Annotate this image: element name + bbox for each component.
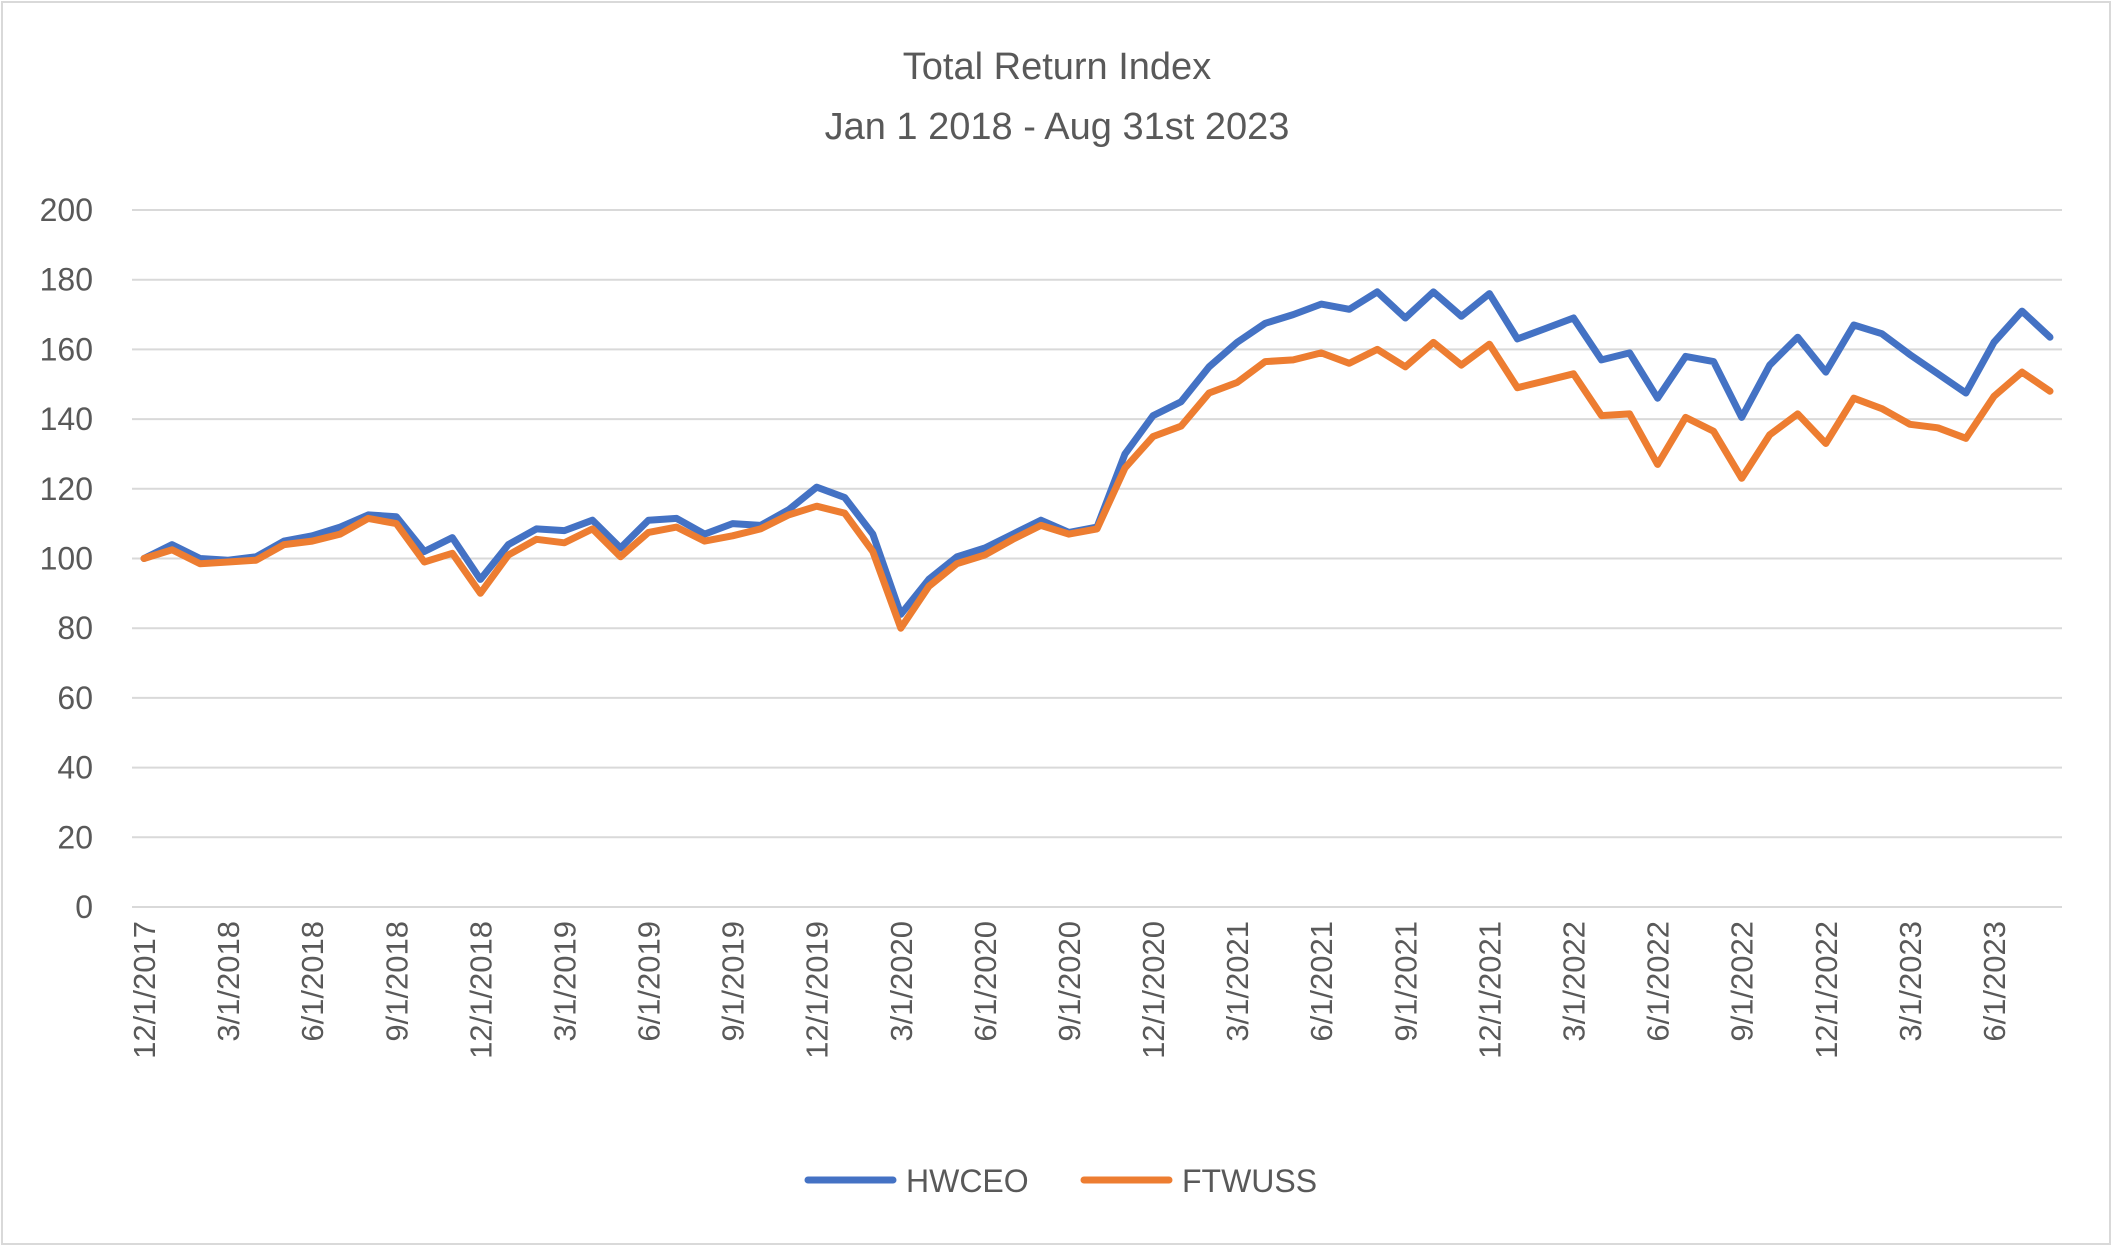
- x-tick-label: 12/1/2017: [127, 921, 162, 1059]
- series-lines: [140, 288, 2054, 632]
- chart-subtitle: Jan 1 2018 - Aug 31st 2023: [825, 106, 1290, 148]
- x-tick-label: 6/1/2022: [1641, 921, 1676, 1042]
- y-tick-label: 20: [57, 819, 93, 855]
- y-axis-tick-labels: 0 20 40 60 80 100 120 140 160 180 200: [40, 192, 93, 925]
- x-tick-label: 3/1/2018: [211, 921, 246, 1042]
- x-tick-label: 3/1/2021: [1220, 921, 1255, 1042]
- x-tick-label: 6/1/2023: [1977, 921, 2012, 1042]
- y-tick-label: 0: [75, 889, 93, 925]
- y-tick-label: 140: [40, 401, 93, 437]
- x-tick-label: 3/1/2020: [884, 921, 919, 1042]
- legend-label-ftwuss: FTWUSS: [1182, 1163, 1317, 1199]
- gridlines: [132, 209, 2062, 908]
- y-tick-label: 120: [40, 471, 93, 507]
- x-tick-label: 6/1/2018: [295, 921, 330, 1042]
- y-tick-label: 40: [57, 750, 93, 786]
- x-tick-label: 6/1/2019: [632, 921, 667, 1042]
- x-tick-label: 12/1/2022: [1809, 921, 1844, 1059]
- x-tick-label: 3/1/2019: [547, 921, 582, 1042]
- x-tick-label: 9/1/2019: [716, 921, 751, 1042]
- x-tick-label: 12/1/2018: [463, 921, 498, 1059]
- x-tick-label: 12/1/2021: [1472, 921, 1507, 1059]
- y-tick-label: 200: [40, 192, 93, 228]
- series-line-ftwuss: [140, 338, 2054, 632]
- x-tick-label: 6/1/2021: [1304, 921, 1339, 1042]
- y-tick-label: 180: [40, 262, 93, 298]
- y-tick-label: 80: [57, 610, 93, 646]
- x-tick-label: 9/1/2018: [379, 921, 414, 1042]
- x-tick-label: 3/1/2023: [1893, 921, 1928, 1042]
- x-tick-label: 9/1/2022: [1725, 921, 1760, 1042]
- x-tick-label: 12/1/2019: [800, 921, 835, 1059]
- x-tick-label: 3/1/2022: [1557, 921, 1592, 1042]
- series-line-hwceo: [140, 288, 2054, 618]
- legend-label-hwceo: HWCEO: [906, 1163, 1029, 1199]
- chart-title: Total Return Index: [903, 46, 1211, 88]
- x-tick-label: 12/1/2020: [1136, 921, 1171, 1059]
- y-tick-label: 160: [40, 331, 93, 367]
- x-axis-tick-labels: 12/1/2017 3/1/2018 6/1/2018 9/1/2018 12/1/20…: [127, 921, 2012, 1059]
- y-tick-label: 100: [40, 541, 93, 577]
- x-tick-label: 6/1/2020: [968, 921, 1003, 1042]
- x-tick-label: 9/1/2020: [1052, 921, 1087, 1042]
- y-tick-label: 60: [57, 680, 93, 716]
- legend: HWCEO FTWUSS: [804, 1163, 1317, 1199]
- x-tick-label: 9/1/2021: [1388, 921, 1423, 1042]
